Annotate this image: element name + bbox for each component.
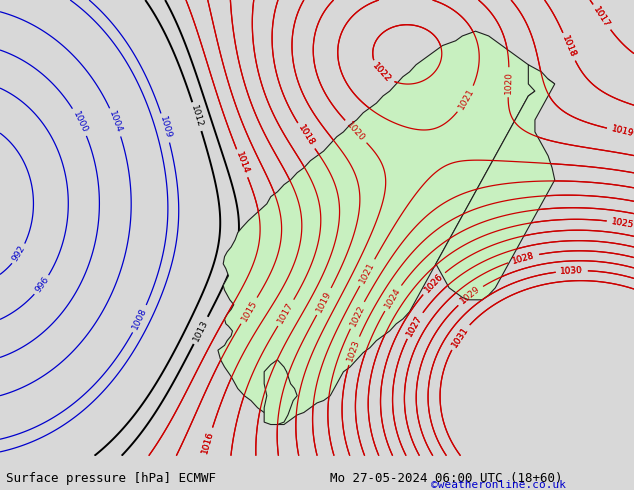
- Text: 1028: 1028: [511, 250, 536, 266]
- Text: 1028: 1028: [511, 250, 536, 266]
- Text: 1025: 1025: [611, 217, 634, 229]
- Text: 1009: 1009: [158, 116, 173, 140]
- Text: 1017: 1017: [592, 5, 612, 29]
- Text: 1029: 1029: [458, 285, 482, 306]
- Text: 1015: 1015: [240, 298, 259, 323]
- Text: 1022: 1022: [348, 303, 366, 327]
- Text: 1004: 1004: [107, 110, 124, 134]
- Text: 1020: 1020: [345, 120, 366, 143]
- Text: 1026: 1026: [422, 272, 444, 294]
- Text: 1022: 1022: [370, 62, 392, 85]
- Text: 1024: 1024: [383, 286, 403, 310]
- Text: 1019: 1019: [315, 289, 333, 314]
- Text: 1020: 1020: [504, 71, 514, 94]
- Text: 1012: 1012: [190, 104, 205, 129]
- Text: 1020: 1020: [504, 71, 514, 94]
- Text: 1014: 1014: [234, 151, 250, 175]
- Text: 1021: 1021: [358, 260, 377, 285]
- Text: 1018: 1018: [560, 34, 578, 59]
- Text: 1024: 1024: [383, 286, 403, 310]
- Text: 1031: 1031: [450, 325, 470, 349]
- Text: 1023: 1023: [346, 339, 362, 363]
- Text: 1021: 1021: [456, 87, 476, 111]
- Text: 1022: 1022: [348, 303, 366, 327]
- Text: 1019: 1019: [315, 289, 333, 314]
- Text: 1000: 1000: [71, 110, 89, 134]
- Text: Mo 27-05-2024 06:00 UTC (18+60): Mo 27-05-2024 06:00 UTC (18+60): [330, 472, 562, 485]
- Text: 1025: 1025: [611, 217, 634, 229]
- Text: 1022: 1022: [370, 62, 392, 85]
- Text: 1017: 1017: [276, 301, 295, 325]
- Text: 1018: 1018: [296, 124, 316, 148]
- Text: 1031: 1031: [450, 325, 470, 349]
- Text: 1017: 1017: [276, 301, 295, 325]
- Text: 1019: 1019: [611, 124, 634, 139]
- Text: 1013: 1013: [191, 318, 210, 343]
- Text: 1030: 1030: [560, 266, 583, 276]
- Text: 992: 992: [11, 244, 27, 264]
- Text: 1016: 1016: [200, 430, 216, 454]
- Text: 1030: 1030: [560, 266, 583, 276]
- Text: 1021: 1021: [456, 87, 476, 111]
- Polygon shape: [264, 360, 297, 424]
- Text: ©weatheronline.co.uk: ©weatheronline.co.uk: [431, 480, 566, 490]
- Text: 1029: 1029: [458, 285, 482, 306]
- Polygon shape: [436, 65, 555, 300]
- Text: 1016: 1016: [200, 430, 216, 454]
- Text: 1020: 1020: [345, 120, 366, 143]
- Text: 1018: 1018: [296, 124, 316, 148]
- Text: 1008: 1008: [131, 307, 149, 331]
- Text: 1018: 1018: [560, 34, 578, 59]
- Text: 1027: 1027: [405, 313, 424, 338]
- Text: 1026: 1026: [422, 272, 444, 294]
- Text: 996: 996: [34, 275, 51, 294]
- Text: 1015: 1015: [240, 298, 259, 323]
- Text: 1023: 1023: [346, 339, 362, 363]
- Text: 1014: 1014: [234, 151, 250, 175]
- Text: 1027: 1027: [405, 313, 424, 338]
- Polygon shape: [218, 31, 555, 424]
- Text: Surface pressure [hPa] ECMWF: Surface pressure [hPa] ECMWF: [6, 472, 216, 485]
- Text: 1021: 1021: [358, 260, 377, 285]
- Text: 1019: 1019: [611, 124, 634, 139]
- Text: 1017: 1017: [592, 5, 612, 29]
